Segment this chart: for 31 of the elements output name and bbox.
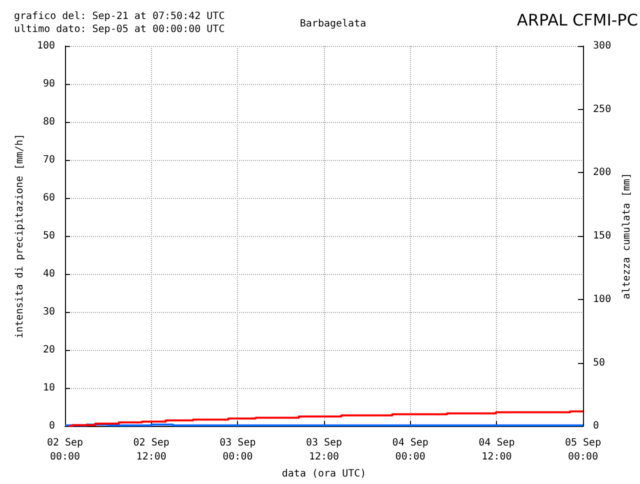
y2-tick-label: 50 (593, 357, 606, 368)
y2-tick-label: 200 (593, 167, 612, 178)
y-tick-label: 90 (42, 78, 55, 90)
y-tick-label: 60 (42, 192, 55, 204)
y2-axis-title: altezza cumulata [mm] (622, 172, 632, 300)
y-tick-label: 70 (42, 154, 55, 166)
text: grafico del: Sep-21 at 07:50:42 UTC ultimo dato: Sep-05 at 00:00:00 UTC (14, 11, 225, 35)
y-tick-label: 40 (42, 268, 55, 280)
x-tick-label: 03 Sep 00:00 (220, 438, 256, 463)
y-tick-label: 10 (42, 382, 55, 394)
y-tick-label: 80 (42, 116, 55, 128)
chart-title: Barbagelata (300, 18, 366, 30)
x-tick-label: 02 Sep 00:00 (46, 438, 84, 463)
y-axis-title: intensita di precipitazione [mm/h] (14, 134, 26, 338)
y2-tick-label: 250 (593, 104, 612, 115)
y-tick-label: 30 (42, 306, 55, 318)
x-tick-label: 05 Sep 00:00 (564, 438, 602, 463)
y-tick-label: 100 (36, 40, 55, 52)
x-tick-label: 04 Sep 00:00 (392, 438, 428, 463)
x-axis-title: data (ora UTC) (282, 468, 366, 480)
y-tick-label: 50 (42, 230, 55, 242)
y2-tick-label: 300 (593, 40, 612, 52)
y2-tick-label: 0 (593, 420, 600, 432)
text: ARPAL CFMI-PC (516, 10, 638, 30)
y2-tick-label: 150 (593, 230, 612, 242)
x-tick-label: 03 Sep 12:00 (306, 438, 342, 463)
y-tick-label: 20 (42, 344, 55, 356)
y2-tick-label: 100 (593, 294, 612, 305)
x-tick-label: 02 Sep 12:00 (133, 438, 170, 463)
x-tick-label: 04 Sep 12:00 (478, 438, 515, 463)
y-tick-label: 0 (48, 420, 55, 432)
